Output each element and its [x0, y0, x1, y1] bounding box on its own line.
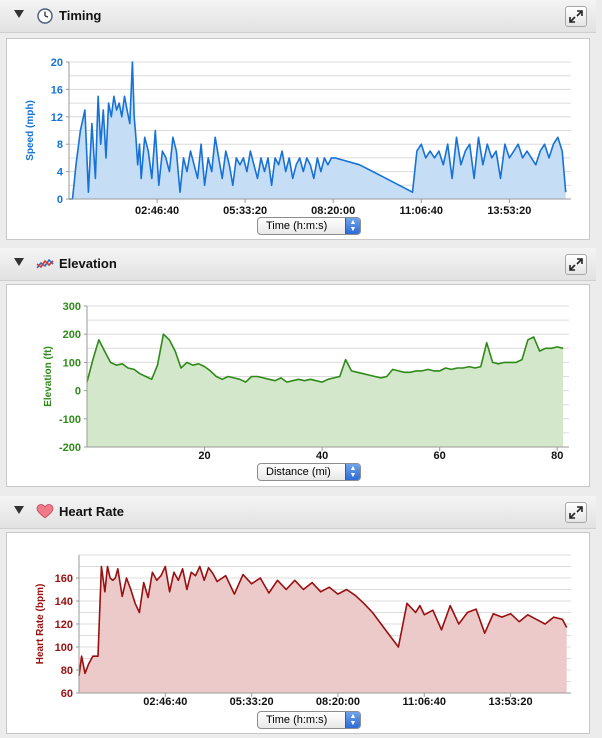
elevation-panel-header[interactable]: Elevation [0, 248, 596, 281]
heartrate-chart-svg: 60 80 100 120 140 160 02:46:40 05:33:20 08:20:00… [35, 554, 571, 708]
expand-button[interactable] [565, 6, 587, 27]
x-tick-label: 13:53:20 [489, 696, 533, 708]
series-area [79, 566, 567, 693]
x-tick-label: 60 [434, 450, 446, 462]
y-tick-label: 4 [57, 167, 64, 179]
y-tick-label: 120 [55, 619, 73, 631]
y-tick-label: 100 [63, 357, 81, 369]
collapse-triangle-icon[interactable] [14, 258, 24, 266]
select-arrows-icon: ▲ ▼ [345, 218, 360, 234]
x-tick-label: 02:46:40 [143, 696, 187, 708]
elevation-chart: -200 -100 0 100 200 300 20 40 60 80 Elevation (ft)… [6, 284, 590, 487]
expand-arrows-icon [569, 506, 583, 519]
x-tick-label: 08:20:00 [316, 696, 360, 708]
panel-title: Elevation [59, 256, 117, 271]
panel-title: Timing [59, 8, 102, 23]
select-arrows-icon: ▲ ▼ [345, 464, 360, 480]
heartrate-panel: Heart Rate 60 80 100 120 140 160 02:46:40 05:33… [0, 496, 596, 738]
heart-icon [36, 504, 54, 519]
series-area [87, 334, 564, 447]
y-tick-label: 20 [51, 57, 63, 69]
y-tick-label: 140 [55, 596, 73, 608]
x-tick-label: 13:53:20 [487, 205, 531, 217]
collapse-triangle-icon[interactable] [14, 506, 24, 514]
expand-arrows-icon [569, 10, 583, 23]
elevation-panel: Elevation -200 -100 0 100 200 300 20 40 60 80 Elev… [0, 248, 596, 492]
y-tick-label: -200 [59, 442, 81, 454]
series-line [86, 333, 564, 383]
timing-panel-header[interactable]: Timing [0, 0, 596, 33]
y-tick-label: 160 [55, 573, 73, 585]
y-tick-label: 12 [51, 112, 63, 124]
y-tick-label: 0 [57, 194, 63, 206]
y-tick-label: -100 [59, 414, 81, 426]
x-tick-label: 05:33:20 [223, 205, 267, 217]
series-area [69, 62, 566, 199]
speed-chart-svg: 0 4 8 12 16 20 02:46:40 05:33:20 08:20:00 11:06:4… [25, 57, 571, 217]
y-tick-label: 60 [61, 688, 73, 700]
elevation-chart-svg: -200 -100 0 100 200 300 20 40 60 80 Elevation (ft) [43, 301, 569, 462]
timing-panel: Timing 0 4 8 12 16 20 02:46:40 05:33:20 08:20:00… [0, 0, 596, 246]
y-axis-title: Heart Rate (bpm) [35, 584, 46, 665]
y-tick-label: 200 [63, 329, 81, 341]
expand-button[interactable] [565, 502, 587, 523]
y-tick-label: 16 [51, 84, 63, 96]
expand-button[interactable] [565, 254, 587, 275]
y-axis-title: Elevation (ft) [43, 346, 54, 407]
elevation-graph-icon [36, 258, 54, 269]
y-tick-label: 80 [61, 665, 73, 677]
x-tick-label: 11:06:40 [400, 205, 443, 217]
x-tick-label: 40 [316, 450, 328, 462]
x-axis-select[interactable]: Time (h:m:s) ▲ ▼ [257, 217, 361, 235]
x-axis-select-label: Time (h:m:s) [266, 714, 328, 726]
y-axis-title: Speed (mph) [25, 100, 36, 161]
x-tick-label: 05:33:20 [230, 696, 274, 708]
y-tick-label: 100 [55, 642, 73, 654]
y-tick-label: 300 [63, 301, 81, 313]
x-tick-label: 80 [551, 450, 563, 462]
y-tick-label: 8 [57, 139, 63, 151]
series-line [78, 565, 568, 676]
x-tick-label: 20 [198, 450, 210, 462]
x-axis-select[interactable]: Time (h:m:s) ▲ ▼ [257, 711, 361, 729]
clock-icon [37, 8, 53, 24]
x-axis-select[interactable]: Distance (mi) ▲ ▼ [257, 463, 361, 481]
select-arrows-icon: ▲ ▼ [345, 712, 360, 728]
heartrate-panel-header[interactable]: Heart Rate [0, 496, 596, 529]
series-line [69, 61, 567, 200]
y-tick-label: 0 [75, 386, 81, 398]
speed-chart: 0 4 8 12 16 20 02:46:40 05:33:20 08:20:00 11:06:4… [6, 38, 590, 240]
heartrate-chart: 60 80 100 120 140 160 02:46:40 05:33:20 08:20:00… [6, 532, 590, 734]
x-tick-label: 08:20:00 [311, 205, 355, 217]
x-tick-label: 02:46:40 [135, 205, 179, 217]
x-axis-select-label: Distance (mi) [266, 466, 331, 478]
panel-title: Heart Rate [59, 504, 125, 519]
collapse-triangle-icon[interactable] [14, 10, 24, 18]
expand-arrows-icon [569, 258, 583, 271]
x-tick-label: 11:06:40 [403, 696, 446, 708]
x-axis-select-label: Time (h:m:s) [266, 220, 328, 232]
